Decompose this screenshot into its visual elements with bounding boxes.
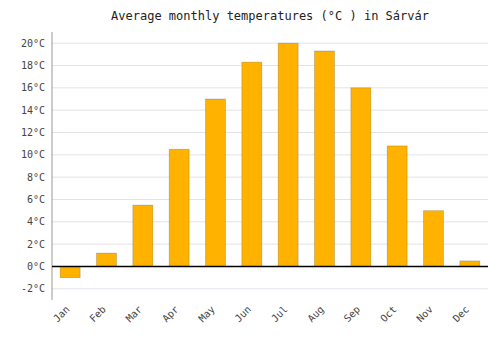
grid-line [52, 244, 488, 245]
grid-line [52, 154, 488, 155]
bar [60, 267, 80, 278]
grid-line [52, 65, 488, 66]
bar [460, 261, 480, 267]
y-tick-label: 20°C [21, 38, 45, 49]
y-tick-label: 0°C [27, 261, 45, 272]
x-tick-label: Oct [378, 304, 399, 325]
grid-line [52, 221, 488, 222]
x-tick-label: Feb [87, 304, 108, 325]
y-tick-label: -2°C [21, 283, 45, 294]
bar [278, 43, 298, 266]
y-tick-label: 18°C [21, 60, 45, 71]
y-tick-label: 8°C [27, 172, 45, 183]
zero-line [52, 266, 488, 268]
x-tick-label: Mar [124, 304, 145, 325]
grid-line [52, 288, 488, 289]
bar [242, 62, 262, 266]
y-tick-label: 2°C [27, 239, 45, 250]
x-tick-label: Apr [160, 304, 181, 325]
x-tick-label: May [196, 304, 217, 325]
y-tick-label: 12°C [21, 127, 45, 138]
y-tick-label: 14°C [21, 105, 45, 116]
grid-line [52, 43, 488, 44]
x-tick-label: Jul [269, 304, 290, 325]
x-tick-label: Jun [233, 304, 254, 325]
y-tick-label: 16°C [21, 82, 45, 93]
y-tick-label: 6°C [27, 194, 45, 205]
x-tick-label: Dec [451, 304, 472, 325]
bar [97, 253, 117, 266]
grid-line [52, 87, 488, 88]
bars [60, 43, 480, 277]
x-tick-label: Aug [305, 304, 326, 325]
chart-svg: Average monthly temperatures (°C ) in Sá… [0, 0, 500, 350]
grid [52, 43, 488, 289]
chart-container: Average monthly temperatures (°C ) in Sá… [0, 0, 500, 350]
grid-line [52, 266, 488, 267]
x-tick-label: Nov [414, 304, 435, 325]
bar [133, 205, 153, 266]
y-axis-line [52, 32, 53, 300]
grid-line [52, 132, 488, 133]
grid-line [52, 199, 488, 200]
x-tick-label: Jan [51, 304, 72, 325]
bar [351, 88, 371, 267]
bar [387, 146, 407, 267]
x-tick-label: Sep [342, 304, 363, 325]
bar [424, 211, 444, 267]
title: Average monthly temperatures (°C ) in Sá… [111, 9, 429, 23]
bar [206, 99, 226, 267]
bar [169, 149, 189, 266]
y-tick-label: 4°C [27, 216, 45, 227]
bar [315, 51, 335, 267]
grid-line [52, 110, 488, 111]
y-tick-label: 10°C [21, 149, 45, 160]
grid-line [52, 177, 488, 178]
